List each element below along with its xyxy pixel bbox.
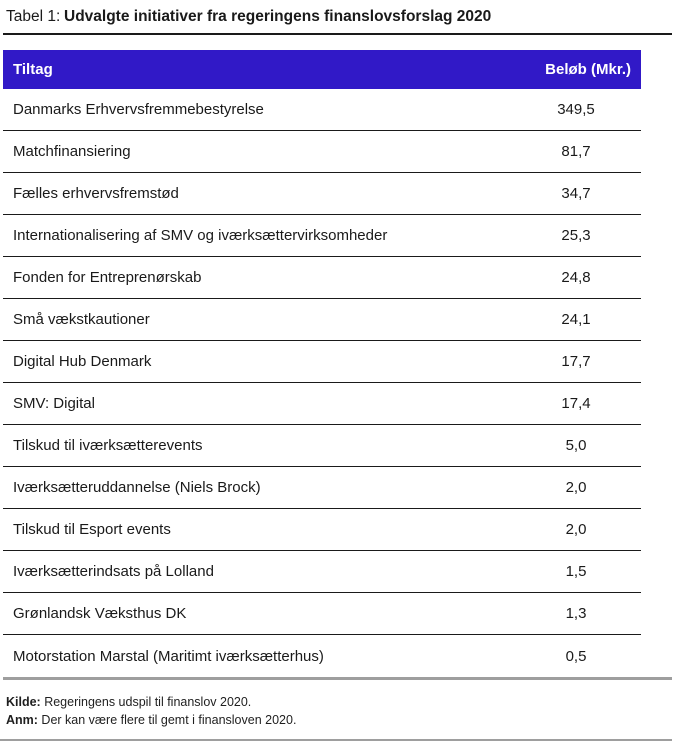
caption-divider [3, 33, 672, 35]
table-row: Grønlandsk Væksthus DK 1,3 [3, 593, 641, 635]
column-header-belob: Beløb (Mkr.) [545, 61, 631, 78]
remark-note-text: Der kan være flere til gemt i finanslove… [37, 713, 297, 727]
source-note-text: Regeringens udspil til finanslov 2020. [40, 695, 252, 709]
table-row: Fælles erhvervsfremstød 34,7 [3, 173, 641, 215]
source-note-label: Kilde: [6, 695, 41, 709]
table-row: Motorstation Marstal (Maritimt iværksætt… [3, 635, 641, 677]
cell-tiltag: Danmarks Erhvervsfremmebestyrelse [13, 101, 264, 118]
cell-belob: 17,4 [561, 395, 591, 412]
cell-tiltag: Tilskud til Esport events [13, 521, 171, 538]
table-caption-title: Udvalgte initiativer fra regeringens fin… [64, 8, 492, 25]
table-row: SMV: Digital 17,4 [3, 383, 641, 425]
cell-belob: 1,3 [565, 605, 587, 622]
cell-tiltag: SMV: Digital [13, 395, 95, 412]
table-row: Fonden for Entreprenørskab 24,8 [3, 257, 641, 299]
cell-belob: 81,7 [561, 143, 591, 160]
table-bottom-divider [3, 677, 672, 680]
table-row: Tilskud til iværksætterevents 5,0 [3, 425, 641, 467]
table-row: Små vækstkautioner 24,1 [3, 299, 641, 341]
cell-tiltag: Fonden for Entreprenørskab [13, 269, 202, 286]
cell-tiltag: Små vækstkautioner [13, 311, 150, 328]
cell-tiltag: Matchfinansiering [13, 143, 131, 160]
remark-note: Anm: Der kan være flere til gemt i finan… [6, 711, 677, 729]
cell-tiltag: Digital Hub Denmark [13, 353, 152, 370]
source-note: Kilde: Regeringens udspil til finanslov … [6, 693, 677, 711]
table-row: Matchfinansiering 81,7 [3, 131, 641, 173]
footnotes: Kilde: Regeringens udspil til finanslov … [6, 693, 677, 729]
table-row: Iværksætterindsats på Lolland 1,5 [3, 551, 641, 593]
cell-belob: 25,3 [561, 227, 591, 244]
table-caption-number: Tabel 1: [6, 8, 61, 25]
cell-tiltag: Grønlandsk Væksthus DK [13, 605, 187, 622]
cell-tiltag: Iværksætterindsats på Lolland [13, 563, 214, 580]
initiatives-table: Tiltag Beløb (Mkr.) Danmarks Erhvervsfre… [3, 50, 641, 677]
table-caption: Tabel 1: Udvalgte initiativer fra regeri… [0, 0, 677, 27]
cell-belob: 349,5 [557, 101, 595, 118]
remark-note-label: Anm: [6, 713, 38, 727]
column-header-tiltag: Tiltag [13, 61, 53, 78]
page-bottom-divider [0, 739, 672, 741]
cell-belob: 2,0 [565, 521, 587, 538]
cell-belob: 24,8 [561, 269, 591, 286]
cell-tiltag: Iværksætteruddannelse (Niels Brock) [13, 479, 261, 496]
table-row: Danmarks Erhvervsfremmebestyrelse 349,5 [3, 89, 641, 131]
cell-belob: 2,0 [565, 479, 587, 496]
cell-belob: 24,1 [561, 311, 591, 328]
table-row: Digital Hub Denmark 17,7 [3, 341, 641, 383]
cell-belob: 0,5 [565, 647, 587, 665]
cell-belob: 34,7 [561, 185, 591, 202]
cell-belob: 5,0 [565, 437, 587, 454]
cell-tiltag: Motorstation Marstal (Maritimt iværksætt… [13, 647, 324, 665]
table-header-row: Tiltag Beløb (Mkr.) [3, 50, 641, 89]
table-body: Danmarks Erhvervsfremmebestyrelse 349,5 … [3, 89, 641, 677]
cell-belob: 17,7 [561, 353, 591, 370]
cell-tiltag: Tilskud til iværksætterevents [13, 437, 203, 454]
table-row: Tilskud til Esport events 2,0 [3, 509, 641, 551]
table-row: Internationalisering af SMV og iværksætt… [3, 215, 641, 257]
cell-belob: 1,5 [565, 563, 587, 580]
cell-tiltag: Internationalisering af SMV og iværksætt… [13, 227, 388, 244]
cell-tiltag: Fælles erhvervsfremstød [13, 185, 179, 202]
table-row: Iværksætteruddannelse (Niels Brock) 2,0 [3, 467, 641, 509]
